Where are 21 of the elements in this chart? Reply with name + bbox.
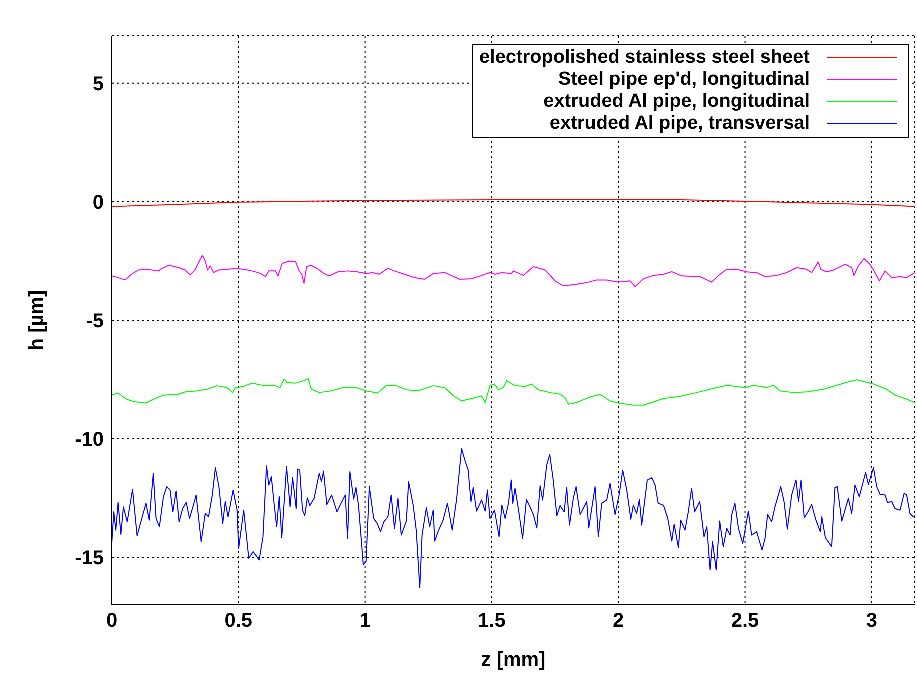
y-tick-label: 5 bbox=[92, 74, 104, 96]
legend-label: extruded Al pipe, transversal bbox=[550, 113, 810, 135]
x-axis-title: z [mm] bbox=[481, 649, 546, 671]
x-tick-label: 2 bbox=[613, 610, 624, 632]
x-tick-label: 3 bbox=[866, 610, 878, 632]
legend-label: extruded Al pipe, longitudinal bbox=[544, 91, 810, 113]
line-series bbox=[112, 255, 915, 288]
x-tick-label: 0.5 bbox=[224, 610, 253, 632]
y-tick-label: -15 bbox=[75, 548, 104, 570]
line-series bbox=[112, 378, 915, 406]
y-tick-label: -10 bbox=[75, 429, 104, 452]
y-axis-title: h [µm] bbox=[26, 290, 48, 351]
x-tick-label: 2.5 bbox=[731, 610, 760, 632]
y-tick-label: 0 bbox=[92, 192, 104, 214]
line-series bbox=[112, 199, 915, 208]
x-tick-label: 1 bbox=[360, 610, 371, 632]
x-tick-label: 1.5 bbox=[478, 610, 506, 632]
line-series bbox=[112, 448, 915, 588]
legend-label: electropolished stainless steel sheet bbox=[479, 47, 810, 69]
y-tick-label: -5 bbox=[86, 310, 104, 333]
legend-label: Steel pipe ep'd, longitudinal bbox=[558, 69, 810, 91]
